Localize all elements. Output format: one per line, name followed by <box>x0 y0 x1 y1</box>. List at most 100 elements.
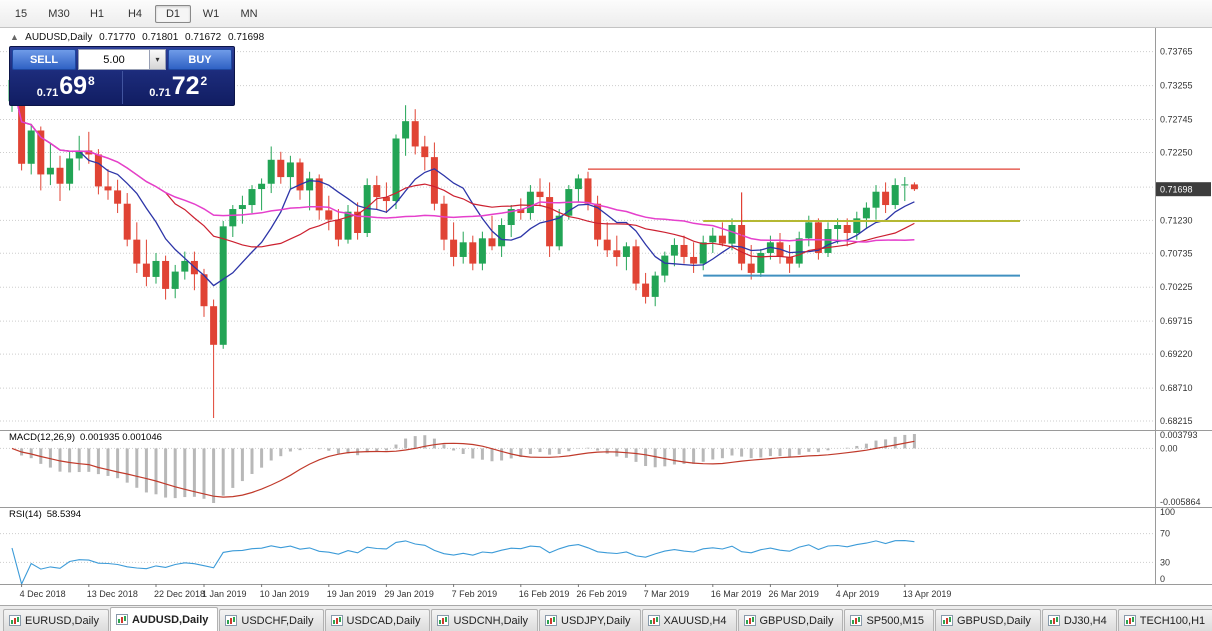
chart-tab-icon <box>940 615 953 626</box>
tab-sp500-m15[interactable]: SP500,M15 <box>844 609 934 631</box>
svg-text:0.68215: 0.68215 <box>1160 416 1193 426</box>
timeframe-button-m30[interactable]: M30 <box>48 7 70 20</box>
macd-signal-line <box>11 440 915 498</box>
svg-text:13 Apr 2019: 13 Apr 2019 <box>903 589 952 599</box>
ma-fast-line <box>11 79 915 287</box>
price-scale[interactable] <box>1155 28 1212 584</box>
svg-text:0.72745: 0.72745 <box>1160 115 1193 125</box>
timeframe-button-h1[interactable]: H1 <box>89 7 105 20</box>
macd-name: MACD(12,26,9) <box>9 432 75 443</box>
lot-size-input[interactable]: 5.00 <box>78 49 150 70</box>
tab-label: USDJPY,Daily <box>561 614 631 627</box>
tab-label: EURUSD,Daily <box>25 614 99 627</box>
lot-dropdown-button[interactable]: ▾ <box>150 49 166 70</box>
one-click-collapse-icon[interactable]: ▲ <box>10 32 19 42</box>
svg-text:0.71230: 0.71230 <box>1160 215 1193 225</box>
svg-text:16 Feb 2019: 16 Feb 2019 <box>519 589 570 599</box>
timeframe-toolbar: 15 M30 H1 H4 D1 W1 MN <box>0 0 1212 28</box>
svg-text:1 Jan 2019: 1 Jan 2019 <box>202 589 247 599</box>
chart-symbol-label: AUDUSD,Daily <box>25 32 93 43</box>
rsi-axis-labels: 100 70 30 0 <box>1160 507 1175 584</box>
price-gridlines <box>0 51 1155 422</box>
svg-text:26 Mar 2019: 26 Mar 2019 <box>768 589 819 599</box>
sell-price-pips: 69 <box>59 72 88 100</box>
current-price-tag: 0.71698 <box>1156 182 1211 197</box>
chart-area: 0.737650.732550.727450.722500.717300.712… <box>0 28 1212 605</box>
buy-price-base: 0.71 <box>149 87 171 99</box>
macd-values: 0.001935 0.001046 <box>80 432 162 443</box>
sell-button[interactable]: SELL <box>12 49 76 70</box>
chevron-down-icon: ▾ <box>155 55 160 64</box>
chart-tab-bar: EURUSD,Daily AUDUSD,Daily USDCHF,Daily USDC… <box>0 605 1212 631</box>
tab-label: GBPUSD,Daily <box>759 614 834 627</box>
chart-tab-icon <box>225 615 238 626</box>
chart-tab-icon <box>647 615 660 626</box>
svg-text:100: 100 <box>1160 507 1175 517</box>
svg-text:10 Jan 2019: 10 Jan 2019 <box>260 589 310 599</box>
svg-text:0: 0 <box>1160 574 1165 584</box>
tab-label: TECH100,H1 <box>1139 614 1206 627</box>
timeframe-button-h4[interactable]: H4 <box>127 7 143 20</box>
chart-tab-icon <box>850 615 863 626</box>
tab-label: AUDUSD,Daily <box>131 613 209 626</box>
tab-audusd-daily[interactable]: AUDUSD,Daily <box>109 607 219 631</box>
candlestick-series <box>8 72 918 419</box>
tab-gbpusd-daily[interactable]: GBPUSD,Daily <box>737 609 844 631</box>
lot-size-control: 5.00 ▾ <box>78 49 166 70</box>
rsi-value: 58.5394 <box>46 509 82 520</box>
ohlc-close: 0.71698 <box>227 32 265 43</box>
tab-label: USDCHF,Daily <box>241 614 314 627</box>
timeframe-button-w1[interactable]: W1 <box>202 7 220 20</box>
tab-dj30-h4[interactable]: DJ30,H4 <box>1041 609 1117 631</box>
timeframe-button-15[interactable]: 15 <box>14 7 28 20</box>
svg-text:0.70225: 0.70225 <box>1160 282 1193 292</box>
chart-canvas[interactable]: 0.737650.732550.727450.722500.717300.712… <box>0 28 1212 605</box>
svg-text:0.68710: 0.68710 <box>1160 383 1193 393</box>
tab-label: XAUUSD,H4 <box>663 614 727 627</box>
tab-usdchf-daily[interactable]: USDCHF,Daily <box>219 609 324 631</box>
timeframe-button-mn[interactable]: MN <box>240 7 258 20</box>
chart-tab-icon <box>115 614 128 625</box>
tab-eurusd-daily[interactable]: EURUSD,Daily <box>3 609 109 631</box>
svg-text:4 Dec 2018: 4 Dec 2018 <box>20 589 66 599</box>
macd-histogram <box>20 434 916 503</box>
svg-text:0.72250: 0.72250 <box>1160 147 1193 157</box>
svg-text:0.69220: 0.69220 <box>1160 349 1193 359</box>
chart-tab-icon <box>330 615 343 626</box>
svg-text:16 Mar 2019: 16 Mar 2019 <box>711 589 762 599</box>
tab-tech100-h1[interactable]: TECH100,H1 <box>1117 609 1212 631</box>
ma-slow-line <box>11 79 915 243</box>
svg-text:0.003793: 0.003793 <box>1160 430 1198 440</box>
buy-price-display: 0.71 72 2 <box>121 71 235 104</box>
timeframe-button-d1[interactable]: D1 <box>155 4 191 23</box>
svg-text:26 Feb 2019: 26 Feb 2019 <box>576 589 627 599</box>
chart-tab-icon <box>9 615 21 626</box>
ohlc-open: 0.71770 <box>99 32 136 43</box>
svg-text:-0.005864: -0.005864 <box>1160 497 1201 507</box>
svg-text:29 Jan 2019: 29 Jan 2019 <box>384 589 434 599</box>
time-axis[interactable] <box>0 584 1155 605</box>
pane-separators <box>0 28 1212 585</box>
tab-gbpusd-daily[interactable]: GBPUSD,Daily <box>934 609 1041 631</box>
drawn-line-objects <box>588 168 1020 277</box>
svg-text:0.00: 0.00 <box>1160 443 1178 453</box>
rsi-name: RSI(14) <box>9 509 42 520</box>
one-click-trading-panel: SELL 5.00 ▾ BUY 0.71 69 8 0.71 72 <box>9 46 235 106</box>
rsi-level-lines <box>0 533 1155 563</box>
tab-usdcnh-daily[interactable]: USDCNH,Daily <box>431 609 539 631</box>
chart-tab-icon <box>545 615 558 626</box>
sell-price-base: 0.71 <box>36 87 59 99</box>
tab-label: SP500,M15 <box>866 614 924 627</box>
svg-text:70: 70 <box>1160 529 1170 539</box>
svg-text:0.69715: 0.69715 <box>1160 316 1193 326</box>
svg-text:22 Dec 2018: 22 Dec 2018 <box>154 589 205 599</box>
tab-usdcad-daily[interactable]: USDCAD,Daily <box>324 609 431 631</box>
rsi-line <box>11 540 915 586</box>
tab-xauusd-h4[interactable]: XAUUSD,H4 <box>641 609 737 631</box>
buy-button[interactable]: BUY <box>168 49 232 70</box>
tab-label: USDCAD,Daily <box>346 614 421 627</box>
tab-usdjpy-daily[interactable]: USDJPY,Daily <box>539 609 641 631</box>
macd-axis-labels: 0.003793 0.00 -0.005864 <box>1160 430 1201 507</box>
